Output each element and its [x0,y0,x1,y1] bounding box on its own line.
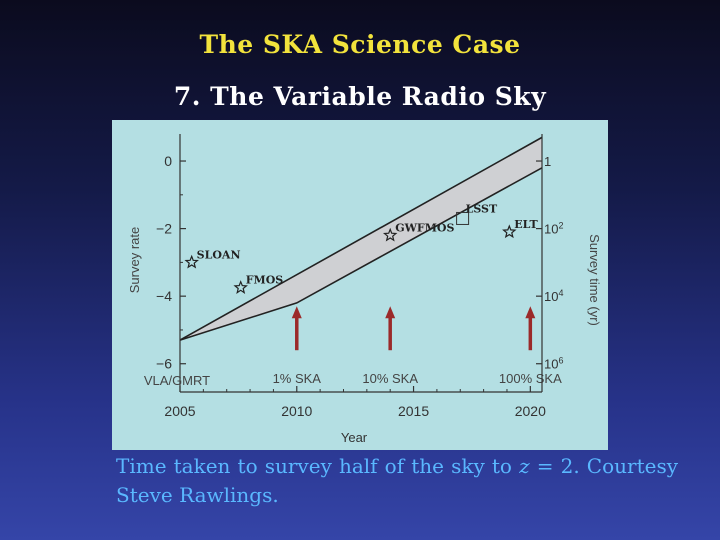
ska-arrow-label: 10% SKA [362,371,418,386]
right-tick-label: 102 [544,221,563,237]
x-tick-label: 2015 [398,403,429,419]
y-axis-label: Survey rate [127,227,142,293]
y-tick-label: −6 [156,356,172,372]
figure-caption: Time taken to survey half of the sky to … [116,452,678,510]
ska-arrow-head [385,306,396,319]
slide-subtitle: 7. The Variable Radio Sky [173,82,547,111]
ska-arrow-label: 100% SKA [499,371,562,386]
survey-point-star [502,224,517,239]
survey-point-star [233,280,248,294]
caption-math-z: z [519,454,530,478]
ska-arrow-head [525,306,536,319]
survey-point-label: GWFMOS [395,221,454,234]
x-tick-label: 2010 [281,403,312,419]
caption-text-part2: = 2. Courtesy Steve Rawlings. [116,454,679,507]
survey-point-label: FMOS [246,274,284,287]
right-tick-label: 104 [544,288,563,304]
slide-title: The SKA Science Case [199,30,521,59]
survey-point-star [184,254,199,269]
y-tick-label: 0 [164,153,172,169]
survey-point-label: ELT [514,218,538,231]
y-tick-label: −2 [156,221,172,237]
chart-figure: 1% SKA 10% SKA 100% SKA SLOAN FMOS GWFMOS ELT… [112,120,608,450]
survey-point-star [382,227,398,242]
caption-text-part1: Time taken to survey half of the sky to [116,454,520,478]
survey-point-label: LSST [466,202,498,215]
x-tick-label: 2005 [164,403,195,419]
y-axis-right-label: Survey time (yr) [587,234,602,326]
ska-arrow-label: 1% SKA [273,371,322,386]
survey-point-label: SLOAN [197,248,241,261]
y-tick-label: −4 [156,288,172,304]
vla-gmrt-label: VLA/GMRT [144,373,210,388]
x-axis-label: Year [341,430,368,445]
band-upper-line [179,136,543,341]
survey-chart: 1% SKA 10% SKA 100% SKA SLOAN FMOS GWFMOS ELT… [112,120,608,450]
right-tick-label: 1 [544,154,551,169]
survey-point-square [456,211,470,225]
x-tick-label: 2020 [515,403,546,419]
ska-arrow-head [291,306,302,319]
right-tick-label: 106 [544,356,563,372]
